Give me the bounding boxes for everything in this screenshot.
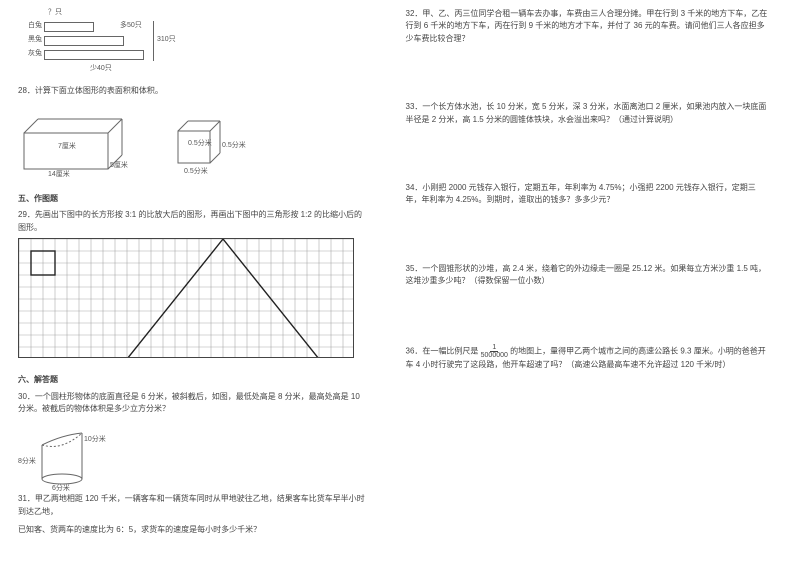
rabbit-diagram: ？只 白兔 多50只 黑兔 灰兔 [18,8,366,75]
rabbit-bar [44,36,124,46]
q31b-text: 已知客、货两车的速度比为 6：5，求货车的速度是每小时多少千米？ [18,524,366,536]
cuboid-svg: 7厘米 5厘米 14厘米 [18,113,138,177]
q36-text: 36．在一幅比例尺是 1 5000000 的地图上，量得甲乙两个城市之间的高速公… [406,344,770,371]
q32-text: 32．甲、乙、丙三位同学合租一辆车去办事，车费由三人合理分摊。甲在行到 3 千米… [406,8,770,45]
cuboid-l: 14厘米 [48,169,70,177]
q33-text: 33．一个长方体水池，长 10 分米，宽 5 分米，深 3 分米，水面离池口 2… [406,101,770,126]
q35-text: 35．一个圆锥形状的沙堆，高 2.4 米，绕着它的外边缘走一圈是 25.12 米… [406,263,770,288]
rabbit-row-label: 白兔 [18,21,44,32]
cube-top: 0.5分米 [188,138,212,147]
section-6-title: 六、解答题 [18,374,366,386]
q31a-text: 31．甲乙两地相距 120 千米，一辆客车和一辆货车同时从甲地驶往乙地，结果客车… [18,493,366,518]
rabbit-bottom-note: 少40只 [90,64,366,75]
cyl-d: 6分米 [52,483,70,491]
cube-svg: 0.5分米 0.5分米 0.5分米 [172,113,252,177]
q36a: 36．在一幅比例尺是 [406,346,479,355]
section-5-title: 五、作图题 [18,193,366,205]
cylinder-figure: 8分米 10分米 6分米 [18,421,366,491]
rabbit-bar [44,50,144,60]
left-column: ？只 白兔 多50只 黑兔 灰兔 [18,8,394,554]
cube-side: 0.5分米 [222,140,246,149]
rabbit-row-label: 黑兔 [18,35,44,46]
cuboid-h: 7厘米 [58,141,76,150]
cyl-h2: 10分米 [84,434,106,443]
shapes-row: 7厘米 5厘米 14厘米 0.5分米 0.5分米 0.5分米 [18,113,366,177]
right-column: 32．甲、乙、丙三位同学合租一辆车去办事，车费由三人合理分摊。甲在行到 3 千米… [394,8,770,554]
q29-text: 29．先画出下图中的长方形按 3:1 的比放大后的图形，再画出下图中的三角形按 … [18,209,366,234]
cube-bottom: 0.5分米 [184,166,208,175]
grid-svg [18,238,354,358]
rabbit-brace [150,21,154,61]
q36-fraction: 1 5000000 [481,344,508,359]
q28-text: 28．计算下面立体图形的表面积和体积。 [18,85,366,97]
cylinder-svg: 8分米 10分米 6分米 [18,421,106,491]
rabbit-row-label: 灰兔 [18,49,44,60]
rabbit-top-label: ？只 [48,8,366,19]
q36-den: 5000000 [481,352,508,359]
cuboid-w: 5厘米 [110,160,128,169]
page-root: ？只 白兔 多50只 黑兔 灰兔 [0,0,794,562]
rabbit-total: 310只 [157,35,176,46]
q34-text: 34．小刚把 2000 元钱存入银行，定期五年，年利率为 4.75%；小强把 2… [406,182,770,207]
rabbit-row-note: 多50只 [120,21,142,32]
q36-num: 1 [490,344,498,352]
rabbit-bar [44,22,94,32]
q30-text: 30．一个圆柱形物体的底面直径是 6 分米，被斜截后，如图，最低处高是 8 分米… [18,391,366,416]
cyl-h1: 8分米 [18,456,36,465]
grid-figure [18,238,366,358]
